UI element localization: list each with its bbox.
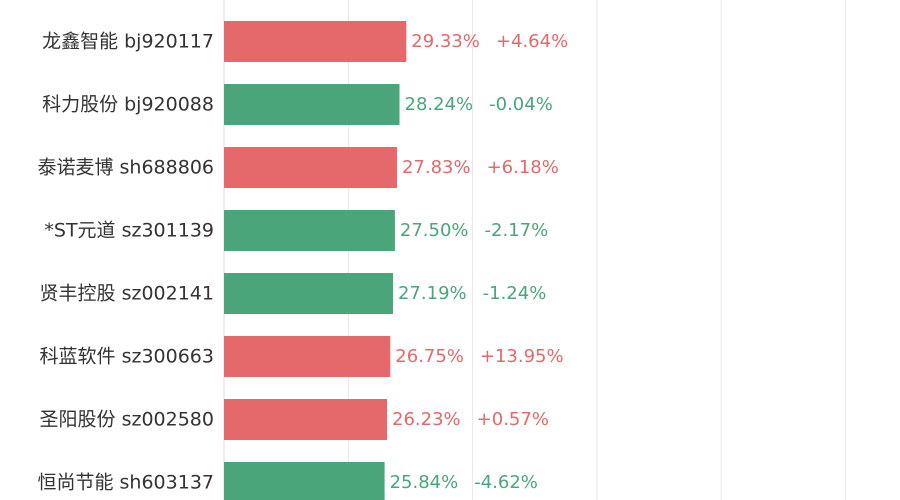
value-label: 26.23% [392, 409, 461, 430]
bar [224, 273, 393, 314]
bar [224, 84, 400, 125]
value-label: 25.84% [390, 472, 459, 493]
bar-layer [224, 21, 407, 500]
category-label: 贤丰控股 sz002141 [40, 283, 214, 305]
bar [224, 147, 397, 188]
category-label: 泰诺麦博 sh688806 [37, 157, 214, 179]
change-label: -1.24% [483, 283, 547, 304]
value-label: 29.33% [411, 31, 480, 52]
value-label: 27.19% [398, 283, 467, 304]
change-label: +0.57% [477, 409, 549, 430]
category-label: 科力股份 bj920088 [42, 94, 214, 116]
value-label: 27.50% [400, 220, 469, 241]
category-label: 科蓝软件 sz300663 [40, 346, 214, 368]
value-label: 28.24% [405, 94, 474, 115]
label-layer: 龙鑫智能 bj920117 29.33% +4.64% 科力股份 bj920088 28… [37, 31, 568, 494]
category-label: 圣阳股份 sz002580 [40, 409, 214, 431]
change-label: -2.17% [485, 220, 549, 241]
value-label: 26.75% [395, 346, 464, 367]
category-label: 恒尚节能 sh603137 [37, 472, 214, 494]
bar [224, 336, 391, 377]
bar [224, 21, 407, 62]
bar [224, 210, 395, 251]
bar [224, 399, 388, 440]
bar [224, 462, 385, 500]
category-label: *ST元道 sz301139 [44, 220, 214, 242]
change-label: +4.64% [496, 31, 568, 52]
change-label: -0.04% [489, 94, 553, 115]
change-label: +13.95% [480, 346, 564, 367]
change-label: -4.62% [474, 472, 538, 493]
value-label: 27.83% [402, 157, 471, 178]
category-label: 龙鑫智能 bj920117 [42, 31, 214, 53]
change-label: +6.18% [487, 157, 559, 178]
